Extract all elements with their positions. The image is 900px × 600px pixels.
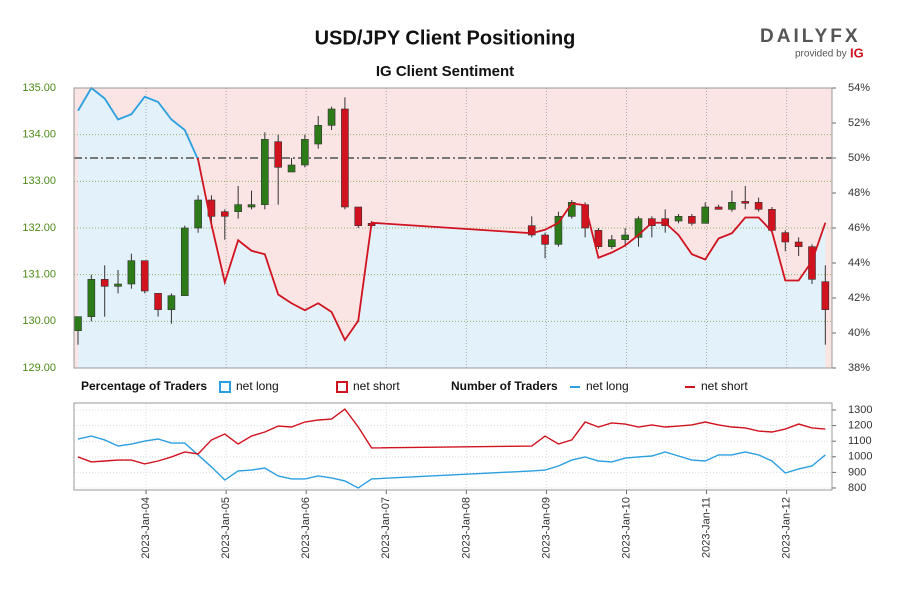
candle-body bbox=[341, 108, 349, 208]
y2-tick-label: 50% bbox=[848, 152, 870, 164]
logo-brand: IG bbox=[850, 45, 864, 60]
y2-tick-label: 40% bbox=[848, 327, 870, 339]
logo-tagline: provided by bbox=[795, 49, 847, 60]
candle-body bbox=[701, 206, 710, 224]
y-tick-label: 129.00 bbox=[22, 362, 56, 374]
legend-swatch bbox=[219, 381, 231, 393]
legend-label: net long bbox=[236, 379, 279, 393]
y-tick-label: 130.00 bbox=[22, 315, 56, 327]
candle-body bbox=[327, 108, 336, 126]
y2-tick-label: 54% bbox=[848, 82, 870, 94]
candle-body bbox=[140, 260, 149, 292]
y2-tick-label: 38% bbox=[848, 362, 870, 374]
candle-body bbox=[261, 139, 269, 205]
trader-line bbox=[77, 408, 826, 465]
y-tick-label: 1200 bbox=[848, 420, 872, 432]
candle-body bbox=[728, 202, 736, 210]
x-tick-label: 2023-Jan-06 bbox=[300, 497, 312, 559]
y-tick-label: 132.00 bbox=[22, 222, 56, 234]
candle-body bbox=[127, 260, 136, 285]
chart-subtitle: IG Client Sentiment bbox=[376, 63, 514, 80]
x-tick-label: 2023-Jan-12 bbox=[781, 497, 793, 559]
y-tick-label: 1100 bbox=[848, 435, 872, 447]
candle-body bbox=[167, 295, 176, 310]
x-tick-label: 2023-Jan-11 bbox=[700, 497, 712, 558]
candle-body bbox=[287, 164, 296, 173]
x-tick-label: 2023-Jan-05 bbox=[220, 497, 232, 559]
x-tick-label: 2023-Jan-07 bbox=[380, 497, 392, 559]
legend-title: Percentage of Traders bbox=[81, 379, 207, 393]
candle-body bbox=[194, 199, 202, 229]
candle-body bbox=[74, 316, 82, 331]
candle-body bbox=[234, 204, 242, 212]
x-tick-label: 2023-Jan-04 bbox=[140, 497, 152, 559]
y-tick-label: 800 bbox=[848, 482, 866, 494]
candle-body bbox=[354, 206, 363, 226]
candle-body bbox=[754, 202, 763, 210]
candle-body bbox=[781, 232, 790, 243]
candle-body bbox=[114, 283, 122, 287]
logo-name: DAILYFX bbox=[760, 26, 861, 47]
candle-body bbox=[100, 279, 109, 287]
candle-body bbox=[554, 216, 563, 245]
trader-line bbox=[77, 435, 826, 489]
y-tick-label: 900 bbox=[848, 466, 866, 478]
candle-body bbox=[274, 141, 282, 168]
candle-body bbox=[608, 239, 616, 247]
candle-body bbox=[541, 234, 549, 245]
candle-body bbox=[674, 216, 683, 222]
legend-label: net short bbox=[701, 379, 748, 393]
legend-swatch bbox=[336, 381, 348, 393]
y-tick-label: 1000 bbox=[848, 451, 872, 463]
legend-title: Number of Traders bbox=[451, 379, 558, 393]
candle-body bbox=[714, 206, 723, 210]
candle-body bbox=[794, 241, 803, 247]
y-tick-label: 1300 bbox=[848, 404, 872, 416]
candle-body bbox=[247, 204, 256, 208]
candle-body bbox=[154, 293, 162, 310]
candle-body bbox=[621, 234, 629, 240]
y-tick-label: 135.00 bbox=[22, 82, 56, 94]
candle-body bbox=[180, 227, 189, 296]
legend-label: net short bbox=[353, 379, 400, 393]
candle-body bbox=[87, 279, 96, 317]
y2-tick-label: 44% bbox=[848, 257, 870, 269]
plot-frame bbox=[73, 87, 833, 369]
x-tick-label: 2023-Jan-10 bbox=[620, 497, 632, 559]
candle-body bbox=[768, 209, 776, 231]
y2-tick-label: 42% bbox=[848, 292, 870, 304]
chart-title: USD/JPY Client Positioning bbox=[315, 27, 576, 49]
y-tick-label: 131.00 bbox=[22, 269, 56, 281]
y-tick-label: 134.00 bbox=[22, 129, 56, 141]
sentiment-line bbox=[77, 86, 827, 342]
candle-body bbox=[821, 281, 830, 310]
x-tick-label: 2023-Jan-08 bbox=[460, 497, 472, 559]
x-tick-label: 2023-Jan-09 bbox=[540, 497, 552, 559]
candle-body bbox=[808, 246, 816, 280]
legend-label: net long bbox=[586, 379, 629, 393]
y2-tick-label: 46% bbox=[848, 222, 870, 234]
candle-body bbox=[634, 218, 643, 238]
candle-body bbox=[301, 139, 309, 166]
candle-body bbox=[220, 211, 229, 217]
plot-frame bbox=[73, 402, 833, 491]
y2-tick-label: 52% bbox=[848, 117, 870, 129]
y-tick-label: 133.00 bbox=[22, 175, 56, 187]
candle-body bbox=[527, 225, 536, 236]
candle-body bbox=[314, 125, 323, 145]
candle-body bbox=[594, 230, 603, 247]
candle-body bbox=[688, 216, 696, 224]
candle-body bbox=[741, 201, 750, 204]
y2-tick-label: 48% bbox=[848, 187, 870, 199]
